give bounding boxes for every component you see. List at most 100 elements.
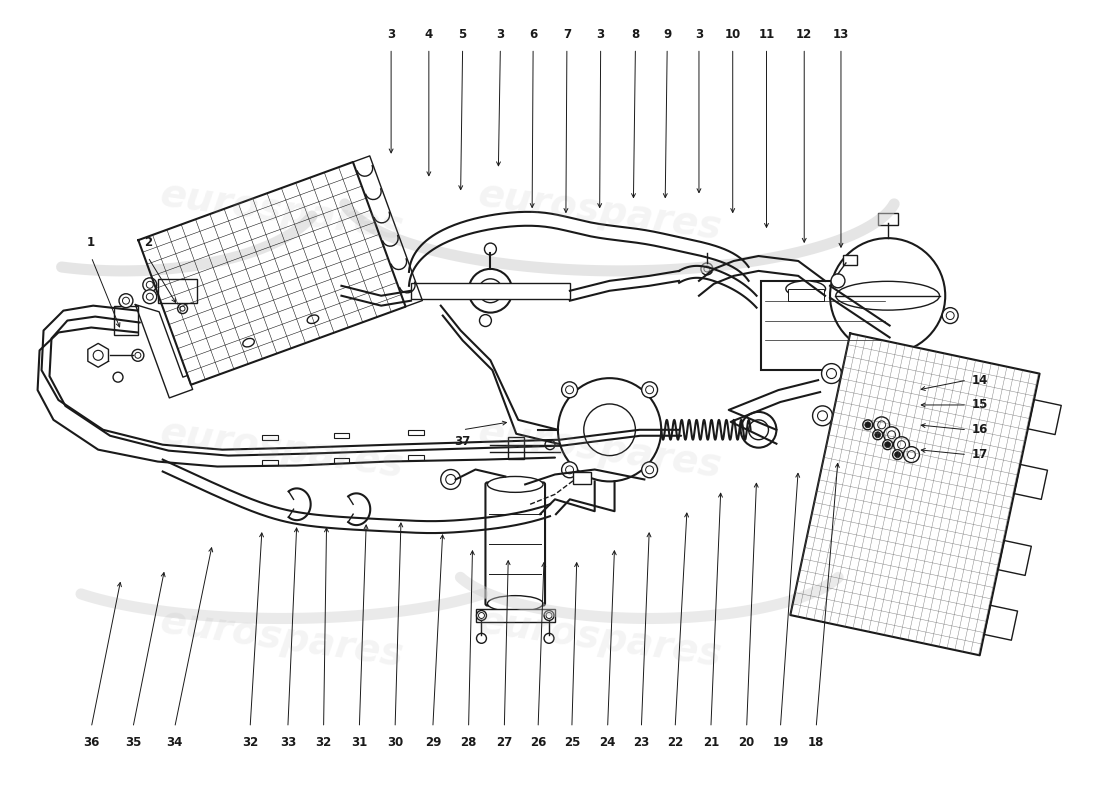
Circle shape	[830, 238, 945, 354]
Bar	[408, 454, 424, 459]
Text: 14: 14	[972, 374, 989, 386]
Text: 34: 34	[166, 736, 183, 749]
Text: 21: 21	[703, 736, 719, 749]
Circle shape	[143, 290, 157, 304]
Text: 17: 17	[972, 448, 988, 461]
Polygon shape	[1027, 400, 1062, 434]
Polygon shape	[1014, 465, 1047, 499]
Text: 32: 32	[316, 736, 332, 749]
Circle shape	[884, 442, 891, 448]
Polygon shape	[88, 343, 109, 367]
Text: 29: 29	[425, 736, 441, 749]
Circle shape	[476, 634, 486, 643]
Bar	[333, 433, 350, 438]
Text: 1: 1	[87, 236, 96, 249]
Polygon shape	[135, 305, 192, 398]
Polygon shape	[790, 334, 1040, 655]
Circle shape	[119, 294, 133, 308]
Bar	[262, 434, 278, 440]
Text: eurospares: eurospares	[157, 175, 406, 247]
Text: 30: 30	[387, 736, 404, 749]
Text: eurospares: eurospares	[157, 602, 406, 674]
Bar	[788, 289, 824, 301]
Circle shape	[484, 243, 496, 255]
Polygon shape	[353, 156, 422, 306]
Bar	[760, 281, 890, 370]
Circle shape	[892, 450, 902, 459]
Circle shape	[469, 269, 513, 313]
Circle shape	[893, 437, 910, 453]
Circle shape	[883, 427, 900, 442]
Text: 15: 15	[972, 398, 989, 411]
Bar	[411, 283, 570, 298]
Circle shape	[478, 279, 503, 302]
Text: eurospares: eurospares	[157, 414, 406, 486]
Text: 26: 26	[530, 736, 547, 749]
Circle shape	[873, 417, 890, 433]
Circle shape	[862, 420, 872, 430]
Circle shape	[476, 610, 486, 621]
Text: 6: 6	[529, 27, 537, 41]
FancyBboxPatch shape	[114, 306, 138, 335]
Circle shape	[903, 446, 920, 462]
Text: 13: 13	[833, 27, 849, 41]
Text: 24: 24	[600, 736, 616, 749]
Circle shape	[813, 406, 833, 426]
Circle shape	[544, 634, 554, 643]
Bar	[157, 279, 198, 302]
Text: 18: 18	[808, 736, 824, 749]
Text: 11: 11	[758, 27, 774, 41]
Text: 7: 7	[563, 27, 571, 41]
Bar	[333, 458, 350, 462]
Text: 8: 8	[631, 27, 639, 41]
Circle shape	[830, 274, 845, 288]
Polygon shape	[139, 162, 406, 385]
Text: 20: 20	[738, 736, 755, 749]
Text: 23: 23	[634, 736, 649, 749]
Circle shape	[894, 452, 901, 458]
Text: 33: 33	[279, 736, 296, 749]
Ellipse shape	[487, 596, 543, 611]
Circle shape	[740, 412, 777, 448]
Circle shape	[943, 308, 958, 323]
Text: 2: 2	[144, 236, 152, 249]
FancyBboxPatch shape	[475, 609, 556, 622]
Text: 12: 12	[796, 27, 812, 41]
Circle shape	[865, 422, 871, 428]
Text: 5: 5	[459, 27, 466, 41]
Text: 3: 3	[387, 27, 395, 41]
Text: eurospares: eurospares	[475, 175, 724, 247]
Circle shape	[562, 462, 578, 478]
Bar	[262, 459, 278, 465]
Circle shape	[822, 364, 842, 383]
Circle shape	[562, 382, 578, 398]
Text: 4: 4	[425, 27, 433, 41]
Text: 35: 35	[124, 736, 141, 749]
Text: 16: 16	[972, 423, 989, 436]
Bar	[878, 214, 898, 226]
Ellipse shape	[487, 477, 543, 492]
Polygon shape	[998, 541, 1032, 575]
Text: 10: 10	[725, 27, 740, 41]
Circle shape	[480, 314, 492, 326]
Circle shape	[872, 430, 882, 440]
Circle shape	[882, 440, 892, 450]
Text: 36: 36	[82, 736, 99, 749]
Text: 31: 31	[351, 736, 367, 749]
Circle shape	[143, 278, 157, 292]
Text: 37: 37	[454, 434, 471, 448]
Bar	[573, 473, 591, 485]
Text: 27: 27	[496, 736, 513, 749]
FancyBboxPatch shape	[485, 482, 544, 606]
Circle shape	[874, 432, 881, 438]
Text: 3: 3	[596, 27, 605, 41]
Text: 22: 22	[667, 736, 683, 749]
Polygon shape	[984, 606, 1018, 640]
Circle shape	[132, 350, 144, 362]
Circle shape	[641, 462, 658, 478]
Text: 19: 19	[772, 736, 789, 749]
Text: 28: 28	[461, 736, 476, 749]
Circle shape	[544, 610, 554, 621]
Text: 9: 9	[663, 27, 671, 41]
Ellipse shape	[785, 281, 826, 297]
